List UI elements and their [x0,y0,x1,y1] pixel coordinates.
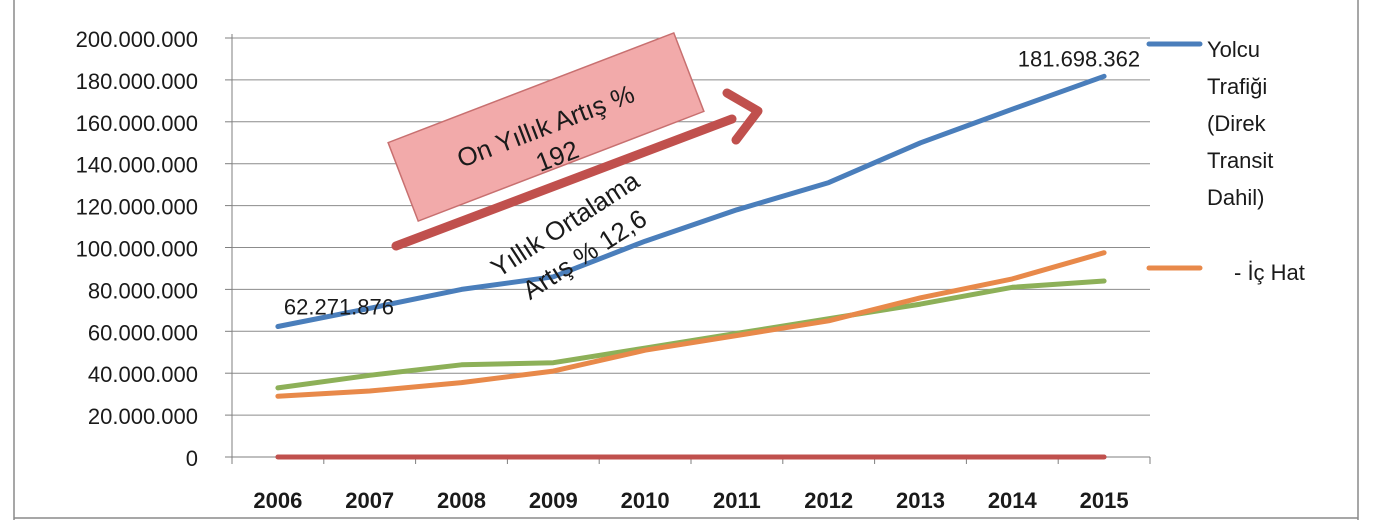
y-tick-label: 60.000.000 [88,320,198,345]
annotation-box-bg [387,31,705,223]
x-tick-label: 2008 [437,488,486,513]
x-tick-label: 2011 [713,488,761,513]
y-tick-label: 120.000.000 [76,195,198,220]
x-tick-labels: 2006 2007 2008 2009 2010 2011 2012 2013 2014 2015 [253,488,1128,513]
x-tick-label: 2010 [621,488,670,513]
trend-arrow-head [722,88,763,145]
y-tick-labels: 0 20.000.000 40.000.000 60.000.000 80.000.00… [76,27,198,471]
data-label: 181.698.362 [1018,46,1140,71]
series-lines [275,73,1107,460]
y-tick-label: 40.000.000 [88,362,198,387]
legend-label-0: Dahil) [1207,185,1264,210]
legend: Yolcu Trafiği (Direk Transit Dahil) - İç Hat [1146,37,1305,285]
y-tick-label: 100.000.000 [76,237,198,262]
legend-label-0: (Direk [1207,111,1267,136]
trend-arrow-shaft [391,114,737,251]
x-tick-label: 2015 [1080,488,1129,513]
legend-label-0: Yolcu [1207,37,1260,62]
legend-label-0: Transit [1207,148,1273,173]
y-tick-label: 20.000.000 [88,404,198,429]
x-tick-label: 2006 [253,488,302,513]
series-line-1 [275,250,1107,399]
y-tick-label: 160.000.000 [76,111,198,136]
y-tick-label: 200.000.000 [76,27,198,52]
y-tick-label: 140.000.000 [76,153,198,178]
legend-label-0: Trafiği [1207,74,1267,99]
legend-label-1: - İç Hat [1234,260,1305,285]
y-tick-label: 80.000.000 [88,278,198,303]
y-tick-label: 180.000.000 [76,69,198,94]
series-line-0 [275,73,1107,329]
x-tick-label: 2014 [988,488,1038,513]
x-tick-label: 2007 [345,488,394,513]
y-tick-label: 0 [186,446,198,471]
data-labels: 62.271.876 181.698.362 [284,46,1140,319]
x-tick-label: 2009 [529,488,578,513]
data-label: 62.271.876 [284,295,394,320]
x-tick-label: 2013 [896,488,945,513]
x-tick-label: 2012 [804,488,853,513]
